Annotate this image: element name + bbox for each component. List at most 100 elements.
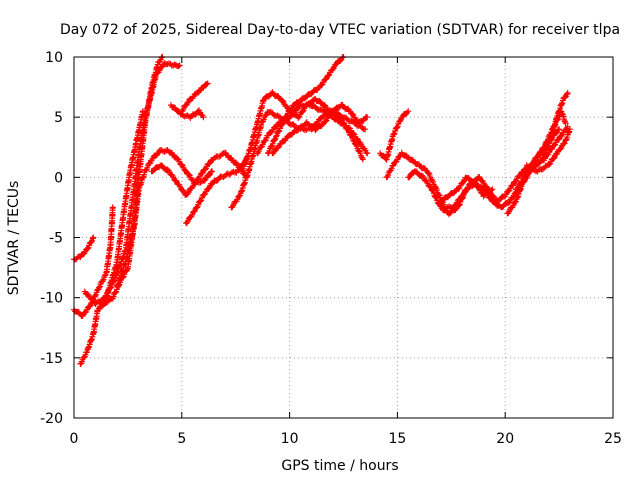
data-point-markers [489, 198, 503, 209]
data-point-markers [96, 271, 109, 290]
data-point-markers [411, 168, 425, 179]
data-point-markers [502, 182, 516, 200]
data-point-markers [383, 133, 396, 163]
data-point-markers [446, 205, 460, 218]
data-point-markers [398, 149, 413, 163]
data-point-markers [269, 89, 283, 102]
x-tick-label: 0 [70, 431, 79, 447]
x-tick-label: 15 [388, 431, 406, 447]
data-point-markers [114, 211, 127, 266]
y-tick-label: -10 [40, 291, 63, 307]
grid-lines [74, 57, 613, 418]
data-point-markers [148, 164, 162, 175]
data-point-markers [454, 174, 469, 192]
data-point-markers [308, 102, 324, 113]
data-point-markers [553, 140, 568, 157]
data-point-markers [545, 150, 560, 168]
data-point-markers [560, 90, 571, 102]
data-point-markers [239, 146, 254, 175]
data-point-markers [355, 139, 371, 157]
data-point-markers [416, 161, 430, 174]
data-point-markers [308, 85, 322, 97]
data-point-markers [254, 132, 271, 157]
data-point-markers [472, 179, 486, 197]
data-point-markers [437, 194, 451, 205]
data-point-markers [127, 140, 140, 176]
data-point-markers [183, 208, 197, 227]
data-point-markers [513, 181, 525, 205]
y-axis-label: SDTVAR / TECUs [6, 181, 22, 296]
y-tick-label: 0 [54, 170, 63, 186]
data-track [148, 149, 250, 198]
data-point-markers [562, 126, 573, 144]
data-point-markers [191, 170, 206, 188]
data-track [377, 108, 412, 163]
data-point-markers [170, 61, 183, 70]
data-point-markers [148, 148, 163, 164]
data-point-markers [237, 169, 252, 199]
data-point-markers [200, 180, 215, 198]
data-track [178, 80, 211, 115]
data-point-markers [107, 204, 116, 248]
data-point-markers [178, 100, 191, 115]
data-point-markers [405, 169, 417, 181]
data-point-markers [480, 186, 496, 200]
data-point-markers [83, 234, 97, 252]
data-point-markers [122, 224, 137, 265]
data-point-markers [185, 90, 199, 105]
data-point-markers [81, 288, 98, 306]
data-point-markers [398, 108, 412, 121]
data-point-markers [209, 174, 223, 188]
data-point-markers [135, 169, 148, 194]
data-point-markers [114, 260, 129, 289]
data-point-markers [114, 248, 129, 277]
data-point-markers [390, 152, 404, 169]
data-track [168, 102, 207, 121]
data-point-markers [553, 97, 566, 122]
y-tick-label: -20 [40, 411, 63, 427]
data-point-markers [96, 289, 111, 307]
data-point-markers [329, 108, 346, 126]
data-point-markers [79, 302, 94, 319]
data-point-markers [510, 169, 525, 186]
data-point-markers [476, 174, 491, 191]
data-point-markers [142, 90, 155, 120]
data-point-markers [523, 162, 540, 174]
data-point-markers [131, 188, 142, 228]
data-point-markers [200, 157, 215, 174]
y-tick-label: -5 [49, 231, 63, 247]
data-point-markers [165, 148, 180, 161]
data-point-markers [424, 169, 439, 191]
data-point-markers [278, 97, 292, 114]
data-point-markers [254, 97, 267, 126]
data-point-markers [209, 150, 227, 163]
data-point-markers [135, 114, 148, 158]
tick-labels: 0 5 10 15 20 25 -20 -15 -10 -5 0 5 10 [40, 50, 622, 447]
data-point-markers [534, 162, 550, 175]
data-point-markers [183, 168, 197, 185]
data-point-markers [200, 80, 211, 91]
data-point-markers [265, 121, 281, 139]
data-point-markers [258, 109, 271, 126]
data-point-markers [275, 115, 292, 126]
data-point-markers [83, 331, 96, 356]
data-point-markers [77, 246, 89, 260]
data-point-markers [252, 122, 265, 151]
data-point-markers [316, 73, 331, 90]
axis-ticks [73, 56, 614, 419]
data-point-markers [265, 133, 279, 157]
data-point-markers [347, 108, 361, 125]
data-track [254, 101, 366, 163]
data-point-markers [226, 168, 240, 178]
y-tick-label: 10 [45, 50, 63, 66]
x-tick-label: 10 [281, 431, 299, 447]
data-point-markers [420, 173, 434, 191]
data-point-markers [200, 168, 215, 184]
data-track [437, 174, 496, 205]
data-point-markers [174, 155, 189, 174]
data-track [269, 101, 371, 157]
x-tick-label: 25 [604, 431, 622, 447]
data-point-markers [228, 192, 243, 211]
data-point-markers [312, 121, 326, 134]
